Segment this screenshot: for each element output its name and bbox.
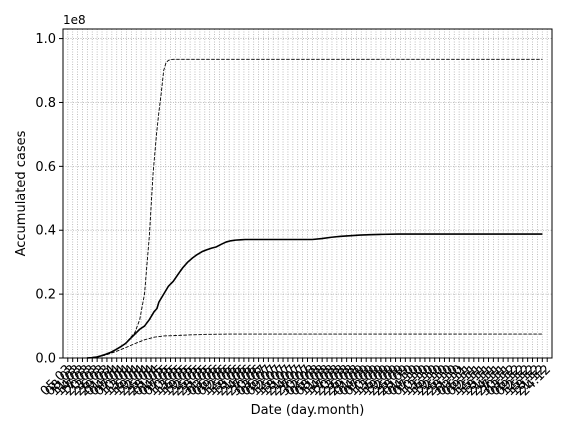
y-tick-label: 0.2 bbox=[35, 288, 56, 303]
y-tick-label: 1.0 bbox=[35, 32, 56, 47]
y-tick-label: 0.4 bbox=[35, 224, 56, 239]
y-tick-label: 0.6 bbox=[35, 160, 56, 175]
x-axis-label: Date (day.month) bbox=[251, 403, 365, 418]
series-line-3 bbox=[86, 333, 543, 359]
series-group bbox=[86, 58, 543, 359]
x-axis-ticks: 05.0308.0311.0314.0317.0320.0323.0326.03… bbox=[38, 358, 554, 399]
series-line-1 bbox=[86, 233, 543, 359]
y-axis-label: Accumulated cases bbox=[14, 130, 29, 256]
series-line-2 bbox=[86, 58, 543, 359]
y-offset-label: 1e8 bbox=[63, 13, 86, 27]
y-tick-label: 0.8 bbox=[35, 96, 56, 111]
y-tick-label: 0.0 bbox=[35, 352, 56, 367]
y-axis-ticks: 0.0 0.2 0.4 0.6 0.8 1.0 bbox=[35, 32, 63, 367]
